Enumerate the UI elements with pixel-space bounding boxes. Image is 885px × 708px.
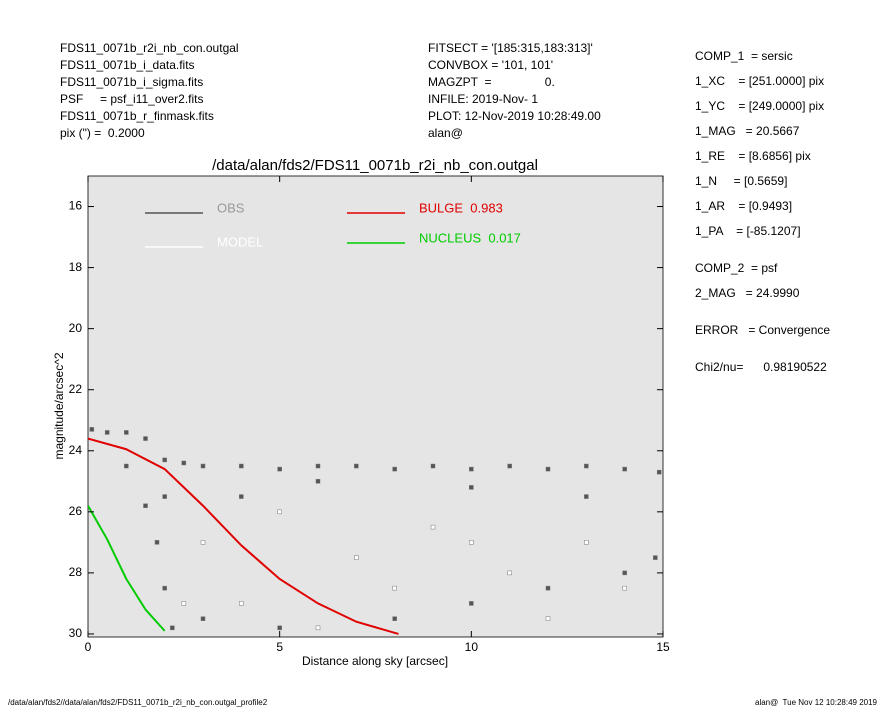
profile-line [88, 505, 166, 632]
data-point [239, 494, 244, 499]
header-line: FDS11_0071b_i_sigma.fits [60, 75, 203, 89]
data-point [469, 540, 474, 545]
data-point [143, 436, 148, 441]
parameter-line: 1_PA = [-85.1207] [695, 224, 801, 238]
data-point [239, 463, 244, 469]
x-tick-label: 15 [656, 640, 670, 654]
y-tick-label: 16 [69, 199, 83, 213]
y-tick-label: 22 [69, 382, 83, 396]
data-point [124, 430, 129, 435]
parameter-line: COMP_2 = psf [695, 261, 778, 275]
data-point [162, 457, 167, 463]
parameter-line: Chi2/nu= 0.98190522 [695, 360, 827, 374]
data-point [162, 585, 167, 591]
data-point [507, 463, 512, 469]
data-point [181, 460, 187, 466]
y-tick-label: 30 [69, 626, 83, 640]
data-point [545, 616, 551, 621]
x-tick-label: 10 [465, 640, 479, 654]
data-point [656, 469, 662, 475]
data-point [239, 601, 244, 606]
data-point [584, 494, 589, 499]
data-point [392, 585, 397, 591]
footer-left: /data/alan/fds2//data/alan/fds2/FDS11_00… [8, 698, 268, 707]
data-point [469, 466, 474, 472]
data-point [469, 601, 474, 606]
data-point [622, 585, 627, 591]
header-line: alan@ [428, 126, 463, 140]
legend-label: MODEL [217, 234, 263, 249]
data-point [653, 555, 658, 560]
y-tick-label: 18 [69, 260, 83, 274]
y-tick-label: 20 [69, 321, 83, 335]
data-point [354, 463, 359, 469]
header-line: MAGZPT = 0. [428, 75, 555, 89]
data-point [584, 540, 589, 545]
header-line: FDS11_0071b_r_finmask.fits [60, 109, 214, 123]
profile-line [88, 437, 399, 635]
parameter-line: 1_RE = [8.6856] pix [695, 149, 811, 163]
y-tick-label: 26 [69, 504, 83, 518]
data-point [430, 524, 436, 530]
data-point [277, 625, 282, 631]
data-point [200, 463, 206, 469]
data-point [200, 540, 206, 545]
data-point [315, 463, 321, 469]
data-point [89, 427, 95, 432]
plot-marks [88, 427, 662, 635]
header-line: FITSECT = '[185:315,183:313]' [428, 41, 593, 55]
chart-title: /data/alan/fds2/FDS11_0071b_r2i_nb_con.o… [212, 157, 538, 174]
legend-label: BULGE 0.983 [419, 200, 503, 215]
data-point [277, 466, 282, 472]
data-point [622, 466, 627, 472]
parameter-line: 1_XC = [251.0000] pix [695, 74, 824, 88]
data-point [622, 570, 627, 576]
header-line: pix (") = 0.2000 [60, 126, 145, 140]
data-point [162, 494, 167, 499]
x-axis-label: Distance along sky [arcsec] [302, 654, 448, 668]
data-point [545, 466, 551, 472]
data-point [315, 625, 321, 631]
parameter-line: ERROR = Convergence [695, 323, 830, 337]
x-tick-label: 0 [85, 640, 92, 654]
data-point [354, 555, 359, 560]
data-point [507, 570, 512, 576]
data-point [181, 601, 187, 606]
header-line: FDS11_0071b_i_data.fits [60, 58, 195, 72]
parameter-line: COMP_1 = sersic [695, 49, 793, 63]
data-point [104, 430, 110, 435]
legend-label: OBS [217, 200, 245, 215]
data-point [392, 466, 397, 472]
header-line: PSF = psf_i11_over2.fits [60, 92, 204, 106]
data-point [584, 463, 589, 469]
data-point [154, 540, 160, 545]
parameter-line: 2_MAG = 24.9990 [695, 286, 800, 300]
footer-right: alan@ Tue Nov 12 10:28:49 2019 [755, 698, 878, 707]
parameter-line: 1_AR = [0.9493] [695, 199, 792, 213]
header-line: PLOT: 12-Nov-2019 10:28:49.00 [428, 109, 601, 123]
data-point [392, 616, 397, 621]
plot-area [87, 175, 664, 638]
header-line: INFILE: 2019-Nov- 1 [428, 92, 538, 106]
data-point [124, 463, 129, 469]
y-tick-label: 24 [69, 443, 83, 457]
parameter-line: 1_N = [0.5659] [695, 174, 787, 188]
data-point [469, 485, 474, 490]
parameter-line: 1_YC = [249.0000] pix [695, 99, 824, 113]
legend-label: NUCLEUS 0.017 [419, 230, 521, 245]
data-point [277, 509, 282, 515]
y-axis-label: magnitude/arcsec^2 [52, 352, 66, 459]
data-point [200, 616, 206, 621]
data-point [143, 503, 148, 508]
data-point [430, 463, 436, 469]
y-tick-label: 28 [69, 565, 83, 579]
header-line: CONVBOX = '101, 101' [428, 58, 553, 72]
data-point [545, 585, 551, 591]
data-point [170, 625, 175, 631]
parameter-line: 1_MAG = 20.5667 [695, 124, 800, 138]
x-tick-label: 5 [276, 640, 283, 654]
header-line: FDS11_0071b_r2i_nb_con.outgal [60, 41, 239, 55]
data-point [315, 479, 321, 484]
